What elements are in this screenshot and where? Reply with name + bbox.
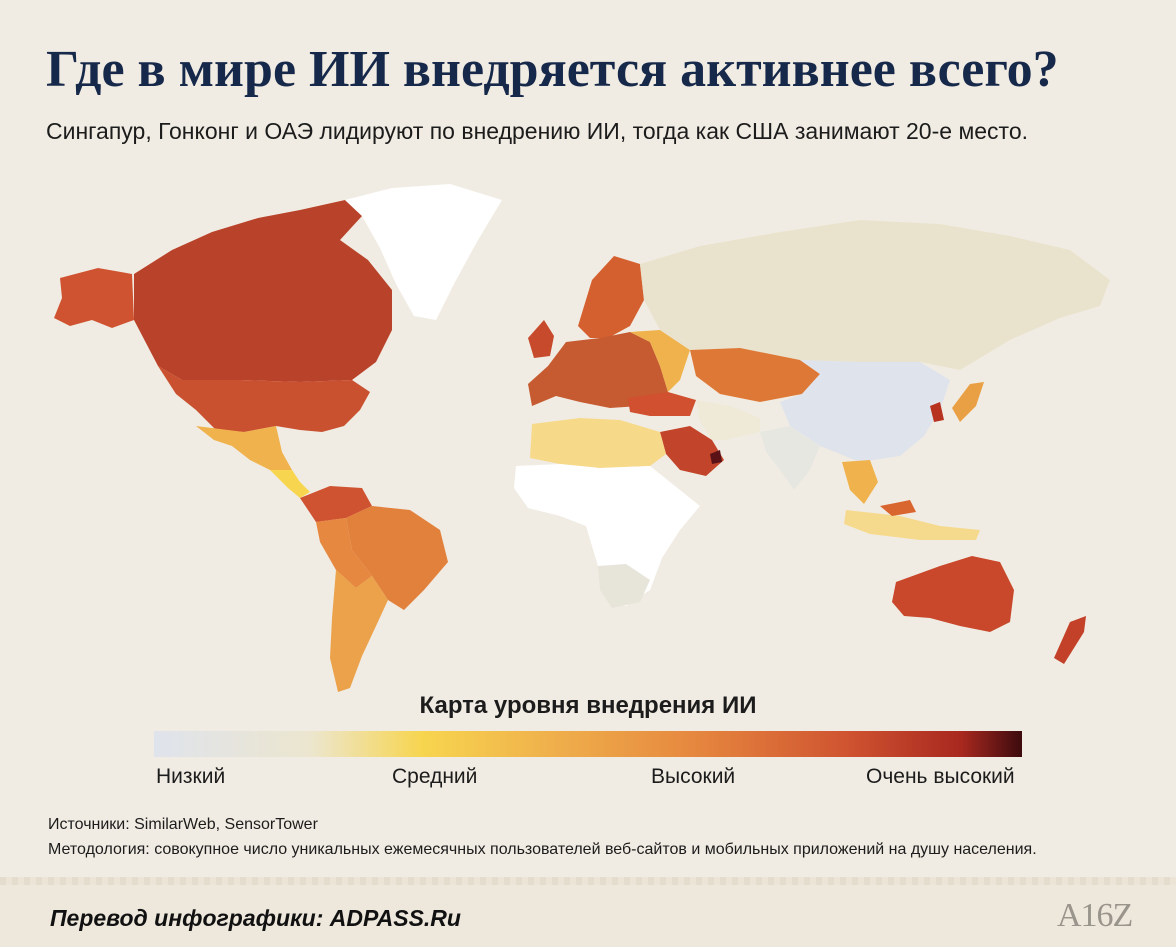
legend-label-medium: Средний <box>392 765 478 788</box>
region-korea <box>930 402 944 422</box>
region-new-zealand <box>1054 616 1086 664</box>
region-uk <box>528 320 554 358</box>
footer-bar <box>0 885 1176 947</box>
region-southeast-asia <box>842 460 878 504</box>
legend-label-low: Низкий <box>156 765 226 788</box>
legend-label-high: Высокий <box>651 765 736 788</box>
region-japan <box>952 382 984 422</box>
methodology-note: Методология: совокупное число уникальных… <box>48 841 1037 858</box>
translation-credit: Перевод инфографики: ADPASS.Ru <box>50 905 461 931</box>
region-usa <box>158 366 370 432</box>
a16z-logo: A16Z <box>1057 897 1133 934</box>
world-map <box>0 170 1176 710</box>
region-uae <box>710 450 722 464</box>
region-colombia-venezuela <box>300 486 372 522</box>
legend-title: Карта уровня внедрения ИИ <box>419 692 757 719</box>
region-alaska <box>54 268 134 328</box>
legend-label-very-high: Очень высокий <box>866 765 1015 788</box>
region-turkey <box>628 392 696 416</box>
region-brazil <box>346 506 448 610</box>
page-subtitle: Сингапур, Гонконг и ОАЭ лидируют по внед… <box>46 118 1029 144</box>
region-iran <box>696 400 760 440</box>
region-russia <box>640 220 1110 370</box>
region-kazakhstan <box>690 348 820 402</box>
region-north-africa <box>530 418 666 468</box>
region-argentina-chile <box>330 570 388 692</box>
region-mexico <box>196 426 292 470</box>
region-canada <box>134 200 392 382</box>
region-greenland <box>345 184 502 320</box>
sources-note: Источники: SimilarWeb, SensorTower <box>48 816 318 833</box>
page-title: Где в мире ИИ внедряется активнее всего? <box>46 41 1059 98</box>
region-africa <box>514 464 700 606</box>
region-eastern-europe <box>630 330 690 392</box>
region-indonesia <box>844 510 980 540</box>
region-australia <box>892 556 1014 632</box>
region-europe <box>528 332 668 408</box>
footer-divider <box>0 877 1176 885</box>
region-saudi-arabia <box>660 426 724 476</box>
region-china <box>780 360 950 462</box>
legend-color-scale <box>154 731 1022 757</box>
region-south-africa <box>598 564 650 608</box>
region-scandinavia <box>578 256 644 338</box>
region-peru-bolivia <box>316 518 372 588</box>
region-india <box>760 426 820 490</box>
region-malaysia <box>880 500 916 516</box>
region-central-america <box>270 470 310 498</box>
world-map-svg <box>54 184 1110 692</box>
